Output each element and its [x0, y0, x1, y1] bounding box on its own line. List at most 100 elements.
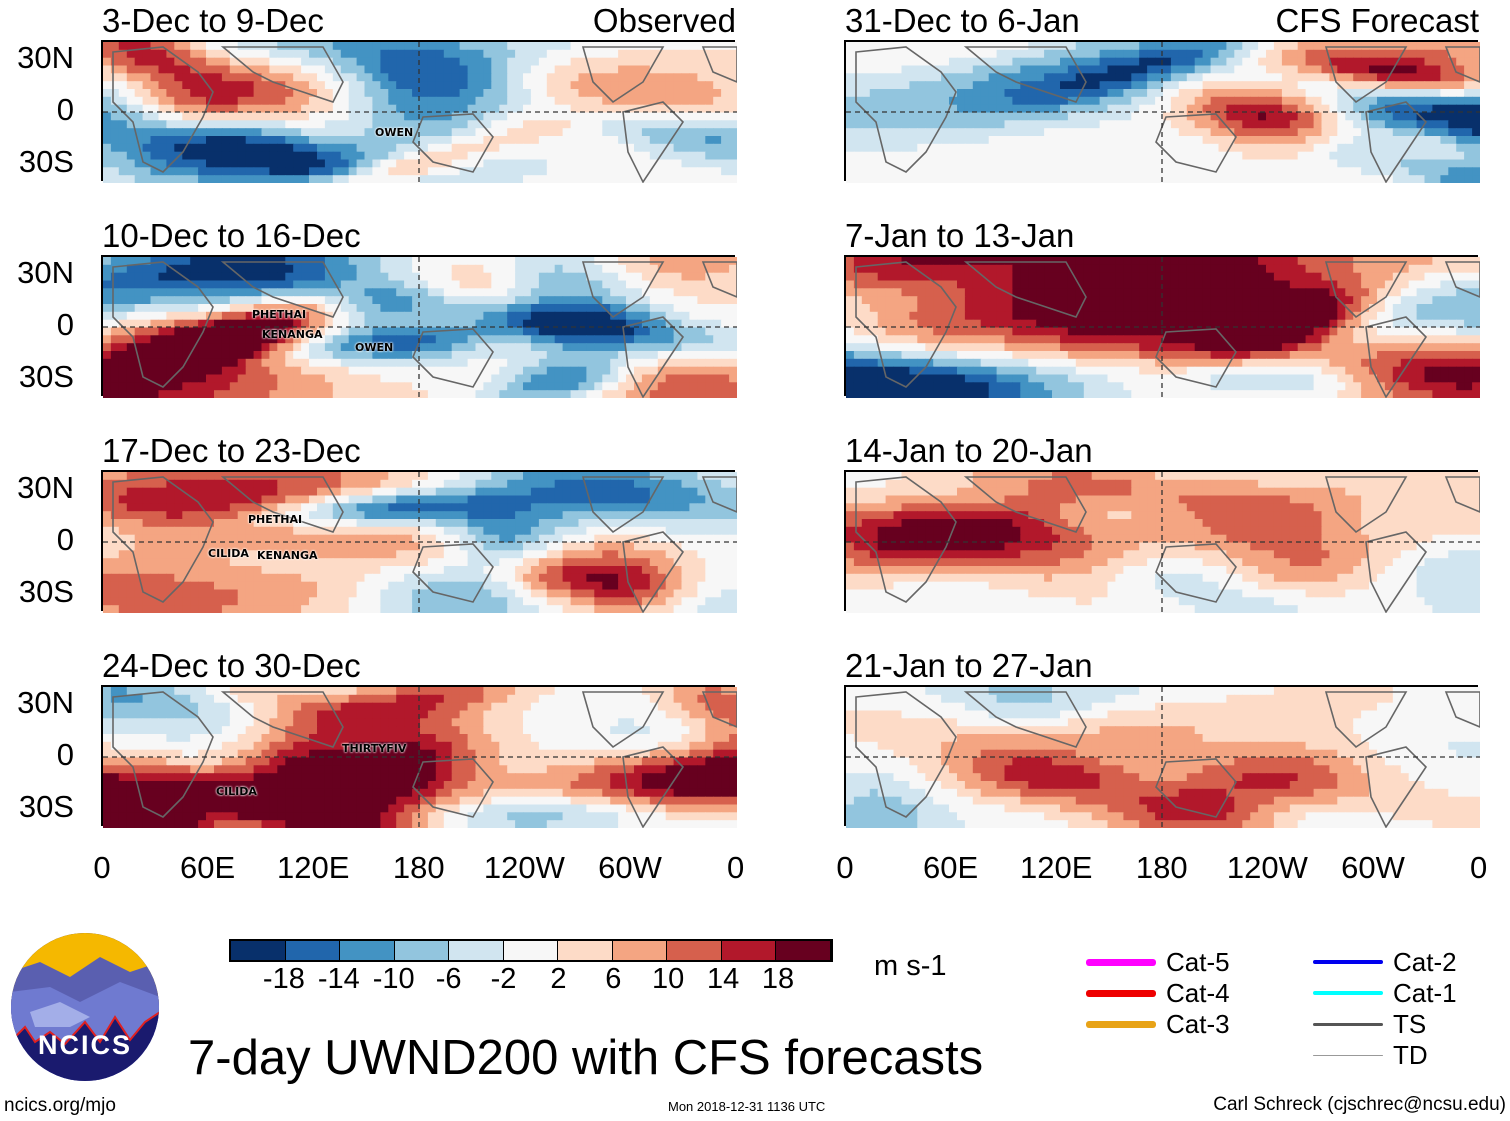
- field-cell: [634, 57, 643, 67]
- field-cell: [443, 280, 453, 289]
- field-cell: [483, 382, 492, 391]
- field-cell: [166, 390, 175, 398]
- field-cell: [657, 495, 667, 504]
- field-cell: [673, 534, 683, 544]
- field-cell: [221, 257, 231, 266]
- field-cell: [443, 311, 453, 321]
- field-cell: [229, 718, 239, 727]
- field-cell: [435, 343, 445, 352]
- field-cell: [570, 581, 580, 591]
- field-cell: [443, 542, 453, 551]
- field-cell: [237, 503, 247, 512]
- field-cell: [570, 159, 580, 168]
- field-cell: [689, 558, 698, 567]
- field-cell: [427, 288, 437, 297]
- field-cell: [570, 718, 580, 727]
- field-cell: [689, 89, 698, 98]
- field-cell: [245, 503, 255, 512]
- field-cell: [554, 264, 564, 274]
- field-cell: [126, 136, 136, 145]
- field-cell: [364, 374, 373, 383]
- field-cell: [253, 702, 263, 712]
- field-cell: [681, 73, 690, 82]
- field-cell: [388, 128, 397, 137]
- field-cell: [229, 112, 239, 121]
- field-cell: [269, 358, 278, 368]
- field-cell: [214, 296, 223, 305]
- field-cell: [103, 327, 112, 336]
- field-cell: [681, 374, 690, 383]
- field-cell: [594, 136, 603, 145]
- field-cell: [427, 597, 437, 606]
- field-cell: [443, 382, 453, 391]
- field-cell: [729, 526, 737, 536]
- field-cell: [229, 128, 239, 137]
- field-cell: [221, 128, 231, 137]
- field-cell: [705, 366, 714, 376]
- field-cell: [530, 687, 540, 696]
- field-cell: [348, 503, 358, 512]
- field-cell: [427, 558, 437, 567]
- field-cell: [443, 128, 453, 137]
- field-cell: [427, 550, 437, 559]
- field-cell: [435, 167, 445, 176]
- field-cell: [618, 128, 627, 137]
- field-cell: [721, 597, 730, 606]
- field-cell: [729, 487, 737, 497]
- field-cell: [356, 702, 366, 712]
- field-cell: [721, 495, 730, 504]
- wind-field: [103, 687, 737, 828]
- field-cell: [412, 472, 421, 481]
- field-cell: [705, 351, 714, 360]
- field-cell: [507, 694, 516, 704]
- field-cell: [150, 335, 159, 344]
- field-cell: [190, 741, 199, 751]
- field-cell: [697, 374, 706, 383]
- field-cell: [404, 96, 413, 106]
- field-cell: [190, 104, 199, 114]
- field-cell: [340, 81, 350, 90]
- field-cell: [198, 597, 207, 606]
- field-cell: [206, 112, 215, 121]
- field-cell: [150, 288, 159, 297]
- field-cell: [626, 57, 635, 67]
- field-cell: [372, 167, 381, 176]
- field-cell: [277, 550, 286, 559]
- field-cell: [634, 96, 643, 106]
- field-cell: [340, 374, 350, 383]
- field-cell: [626, 487, 635, 497]
- field-cell: [634, 257, 643, 266]
- field-cell: [657, 351, 667, 360]
- field-cell: [451, 487, 461, 497]
- field-cell: [626, 343, 635, 352]
- field-cell: [475, 335, 484, 344]
- field-cell: [554, 503, 564, 512]
- field-cell: [602, 597, 611, 606]
- field-cell: [697, 526, 706, 536]
- field-cell: [435, 151, 445, 161]
- field-cell: [277, 479, 286, 489]
- field-cell: [142, 89, 152, 98]
- field-cell: [705, 605, 714, 613]
- field-cell: [649, 159, 659, 168]
- field-cell: [158, 487, 167, 497]
- field-cell: [356, 151, 366, 161]
- field-cell: [253, 136, 263, 145]
- field-cell: [713, 96, 722, 106]
- field-cell: [404, 534, 413, 544]
- field-cell: [285, 741, 294, 751]
- field-cell: [324, 143, 334, 153]
- field-cell: [285, 49, 294, 59]
- field-cell: [649, 581, 659, 591]
- field-cell: [467, 487, 477, 497]
- field-cell: [110, 495, 120, 504]
- field-cell: [618, 335, 627, 344]
- field-cell: [499, 311, 508, 321]
- field-cell: [221, 581, 231, 591]
- field-cell: [705, 390, 714, 398]
- field-cell: [237, 511, 247, 520]
- field-cell: [697, 104, 706, 114]
- field-cell: [618, 472, 627, 481]
- field-cell: [340, 335, 350, 344]
- field-cell: [673, 120, 683, 129]
